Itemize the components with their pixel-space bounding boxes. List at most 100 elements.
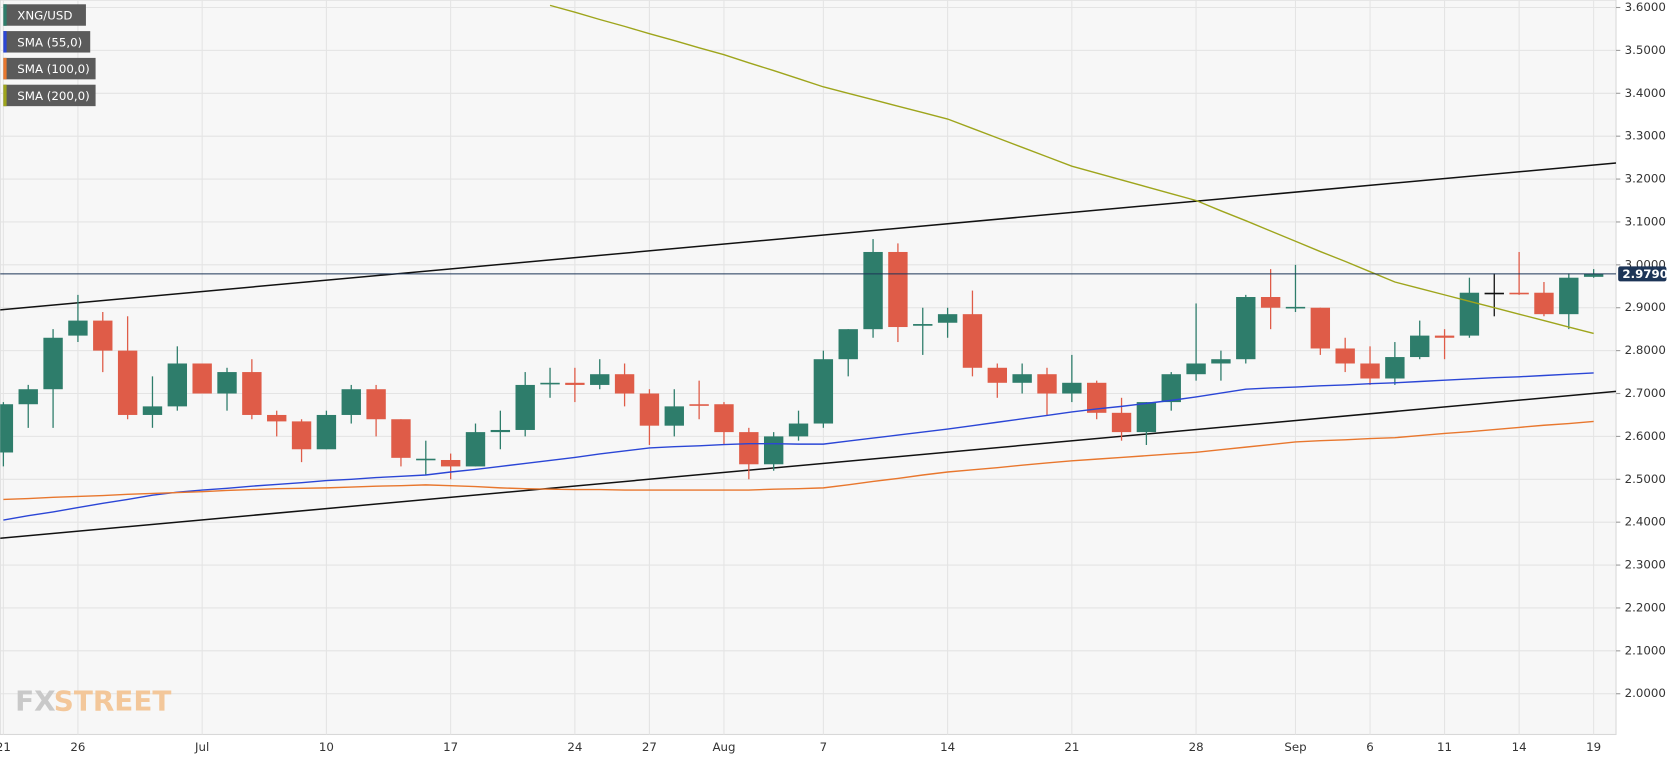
candle-body [1161, 374, 1181, 403]
candle-body [18, 389, 38, 405]
legend-swatch [3, 4, 7, 26]
legend-swatch [3, 84, 7, 107]
y-tick-label: 2.3000 [1625, 558, 1666, 572]
candle-body [142, 406, 163, 415]
last-price-box [1618, 266, 1667, 282]
candle-body [689, 404, 709, 406]
x-tick-label: 24 [567, 740, 582, 754]
x-tick-label: Aug [712, 740, 735, 754]
candle-body [1285, 306, 1306, 309]
candle-body [1360, 363, 1380, 379]
candle-body [1186, 363, 1206, 375]
candle-body [267, 414, 287, 422]
y-tick-label: 3.6000 [1625, 0, 1666, 14]
y-tick-label: 3.1000 [1625, 214, 1666, 228]
x-tick-label: 11 [1437, 740, 1452, 754]
legend-item: SMA (200,0) [3, 84, 96, 107]
candle-body [1335, 348, 1355, 364]
x-tick-label: 26 [70, 740, 85, 754]
y-tick-label: 3.2000 [1625, 172, 1666, 186]
candle-body [1236, 297, 1256, 360]
candle-body [316, 414, 337, 450]
x-tick-label: Sep [1284, 740, 1306, 754]
x-tick-label: 28 [1189, 740, 1204, 754]
candle-body [863, 251, 883, 330]
candle-body [1459, 292, 1480, 336]
x-tick-label: 14 [940, 740, 955, 754]
watermark-street: STREET [54, 684, 172, 717]
candle-body [167, 363, 188, 407]
legend-box [3, 4, 86, 26]
candle-body [987, 367, 1007, 383]
legend-box [3, 84, 96, 107]
candle-body [43, 337, 63, 390]
candle-body [0, 404, 14, 453]
trend-line [0, 162, 1617, 311]
last-price-label: 2.9790 [1622, 267, 1667, 281]
legend-label: XNG/USD [17, 9, 72, 23]
candle-body [937, 314, 958, 323]
candle-body [1583, 273, 1604, 277]
sma-line [549, 4, 1594, 335]
trend-line [0, 390, 1617, 540]
candle-body [1509, 292, 1529, 295]
y-tick-label: 2.6000 [1625, 429, 1666, 443]
y-tick-label: 2.0000 [1625, 686, 1666, 700]
candle-body [490, 429, 511, 433]
legend-item: SMA (100,0) [3, 57, 96, 80]
candle-body [217, 372, 237, 394]
legend-box [3, 57, 96, 80]
y-tick-label: 3.3000 [1625, 129, 1666, 143]
x-tick-label: 27 [642, 740, 657, 754]
watermark-fx: FX [15, 684, 56, 717]
candle-body [639, 393, 660, 426]
candle-body [540, 382, 560, 385]
candle-body [1484, 292, 1504, 295]
candle-body [614, 374, 635, 394]
candle-body [515, 384, 535, 430]
legend-swatch [3, 31, 7, 53]
candle-body [664, 406, 684, 426]
candle-body [788, 423, 809, 437]
y-tick-label: 2.9000 [1625, 300, 1666, 314]
candle-body [1310, 307, 1331, 349]
candle-body [1534, 292, 1554, 315]
candle-body [1211, 359, 1231, 364]
legend-swatch [3, 57, 7, 80]
candle-body [341, 389, 361, 415]
x-tick-label: 7 [820, 740, 827, 754]
candle-body [465, 432, 486, 467]
candle-body [242, 372, 262, 415]
legend-label: SMA (55,0) [17, 35, 82, 49]
candle-body [391, 419, 411, 458]
candle-body [913, 324, 933, 326]
candle-body [192, 363, 212, 394]
candle-body [565, 382, 585, 385]
candle-body [68, 320, 88, 336]
y-tick-label: 2.8000 [1625, 343, 1666, 357]
candle-body [1062, 382, 1082, 394]
legend-box [3, 31, 91, 53]
x-tick-label: Jul [194, 740, 209, 754]
candle-body [1087, 382, 1107, 413]
candle-body [117, 350, 138, 415]
y-tick-label: 2.7000 [1625, 386, 1666, 400]
candle-body [1559, 277, 1579, 315]
y-tick-label: 3.5000 [1625, 43, 1666, 57]
sma-line [3, 372, 1594, 521]
candle-body [888, 251, 908, 328]
candle-body [1037, 374, 1057, 394]
y-tick-label: 2.4000 [1625, 515, 1666, 529]
sma-line [3, 420, 1594, 501]
candle-body [763, 436, 784, 465]
x-tick-label: 21 [0, 740, 11, 754]
candle-body [1111, 412, 1132, 433]
y-tick-label: 2.1000 [1625, 643, 1666, 657]
x-tick-label: 6 [1366, 740, 1374, 754]
x-tick-label: 21 [1064, 740, 1079, 754]
candle-body [440, 459, 461, 467]
candle-body [93, 320, 113, 351]
legend-label: SMA (200,0) [17, 89, 89, 103]
